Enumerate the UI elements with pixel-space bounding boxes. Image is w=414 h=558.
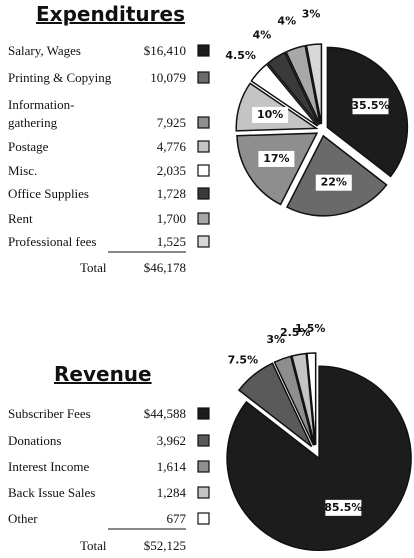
pie-slice: [306, 352, 317, 446]
data-label: 3%: [302, 8, 321, 21]
legend-swatch: [197, 512, 210, 525]
legend-swatch: [197, 44, 210, 57]
data-label: 17%: [263, 152, 289, 165]
legend-label: Printing & Copying: [8, 70, 112, 85]
amount: 1,284: [156, 485, 186, 500]
legend-label: Subscriber Fees: [8, 406, 91, 421]
legend-swatch: [197, 164, 210, 177]
data-label: 4%: [253, 28, 272, 41]
total-amount: $46,178: [143, 260, 186, 275]
amount: $16,410: [143, 43, 186, 58]
amount: 1,525: [156, 234, 186, 249]
total-label: Total: [80, 260, 107, 275]
data-label: 22%: [321, 176, 347, 189]
label-box: [315, 174, 352, 191]
legend-swatch: [197, 212, 210, 225]
pie-slice: [291, 352, 316, 446]
chart-title: Expenditures: [36, 2, 185, 26]
pie-slice: [285, 44, 321, 125]
legend-swatch: [197, 486, 210, 499]
data-label: 1.5%: [295, 322, 326, 335]
label-box: [258, 150, 295, 167]
data-label: 35.5%: [351, 99, 389, 112]
amount: $44,588: [143, 406, 186, 421]
legend-label: Interest Income: [8, 459, 90, 474]
legend-swatch: [197, 71, 210, 84]
pie-slice: [266, 51, 320, 126]
legend-label: Professional fees: [8, 234, 97, 249]
legend-label: Back Issue Sales: [8, 485, 96, 500]
data-label: 4%: [277, 15, 296, 28]
legend-swatch: [197, 235, 210, 248]
legend-label: Office Supplies: [8, 186, 89, 201]
amount: 10,079: [150, 70, 186, 85]
amount: 2,035: [156, 163, 186, 178]
pie-slice: [237, 362, 313, 448]
legend-swatch: [197, 460, 210, 473]
chart-title: Revenue: [54, 362, 152, 386]
legend-label: Postage: [8, 139, 49, 154]
data-label: 85.5%: [324, 501, 362, 514]
amount: 1,700: [156, 211, 186, 226]
amount: 1,614: [156, 459, 186, 474]
amount: 1,728: [156, 186, 186, 201]
legend-swatch: [197, 187, 210, 200]
data-label: 2.5%: [280, 326, 311, 339]
legend-label: Misc.: [8, 163, 38, 178]
amount: 677: [166, 511, 187, 526]
pie-slice: [250, 63, 319, 127]
legend-label: Rent: [8, 211, 33, 226]
legend-swatch: [197, 407, 210, 420]
legend-swatch: [197, 434, 210, 447]
label-box: [252, 106, 289, 123]
pie-slice: [305, 43, 323, 125]
amount: 7,925: [156, 115, 186, 130]
label-box: [325, 499, 362, 516]
pie-slice: [226, 365, 412, 552]
pie-slice: [236, 132, 319, 206]
total-label: Total: [80, 538, 107, 553]
data-label: 3%: [266, 333, 285, 346]
legend-label: Salary, Wages: [8, 43, 81, 58]
data-label: 7.5%: [228, 354, 259, 367]
pie-slice: [273, 355, 315, 446]
legend-label: Other: [8, 511, 38, 526]
total-amount: $52,125: [143, 538, 186, 553]
legend-label: Information- gathering: [8, 97, 75, 130]
legend-swatch: [197, 116, 210, 129]
legend-swatch: [197, 140, 210, 153]
legend-label: Donations: [8, 433, 62, 448]
data-label: 10%: [257, 108, 283, 121]
label-box: [352, 98, 389, 115]
data-label: 4.5%: [225, 49, 256, 62]
amount: 3,962: [156, 433, 186, 448]
amount: 4,776: [156, 139, 186, 154]
